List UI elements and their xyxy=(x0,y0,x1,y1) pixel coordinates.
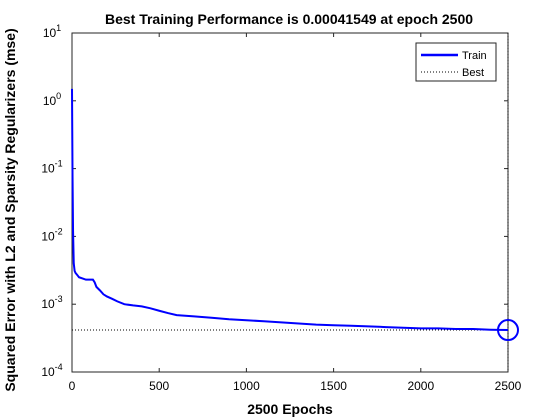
x-tick-label: 2000 xyxy=(407,379,434,393)
y-tick-label: 10-2 xyxy=(41,226,62,243)
best-performance-marker xyxy=(497,319,519,342)
x-tick-label: 1000 xyxy=(233,379,260,393)
x-tick-label: 2500 xyxy=(495,379,522,393)
y-tick-label: 100 xyxy=(43,91,61,108)
legend-box xyxy=(415,42,497,82)
legend: Train Best xyxy=(415,42,497,82)
y-tick-label: 10-4 xyxy=(41,362,62,379)
y-axis-label: Squared Error with L2 and Sparsity Regul… xyxy=(2,28,18,391)
x-tick-label: 1500 xyxy=(320,379,347,393)
legend-train-label: Train xyxy=(462,50,487,62)
legend-best-label: Best xyxy=(462,67,484,79)
x-tick-label: 0 xyxy=(69,379,76,393)
chart-title: Best Training Performance is 0.00041549 … xyxy=(105,11,473,27)
axis-ticks: 0 500 1000 1500 2000 2500 10-4 10-3 10-2 10-1 100 1… xyxy=(41,23,521,393)
train-series-line xyxy=(71,88,509,332)
x-axis-label: 2500 Epochs xyxy=(247,401,333,417)
y-tick-label: 10-3 xyxy=(41,294,62,311)
y-tick-label: 10-1 xyxy=(41,159,62,176)
plot-area xyxy=(71,32,509,373)
y-tick-label: 101 xyxy=(43,23,61,40)
x-tick-label: 500 xyxy=(149,379,169,393)
